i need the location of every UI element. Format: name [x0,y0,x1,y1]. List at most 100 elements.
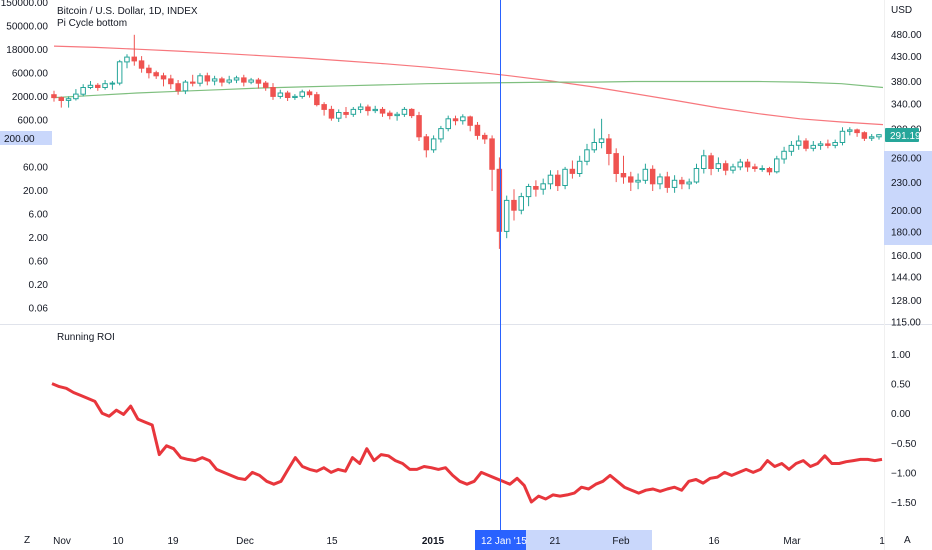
candle-body [160,75,167,80]
left-axis-ticks: 150000.00 50000.00 18000.00 6000.00 2000.00 6… [1,0,49,315]
candle-body [482,134,488,140]
roi-axis-tick-label: 0.50 [891,380,911,391]
candle-body [153,72,159,77]
currency-label: USD [891,5,912,16]
x-axis-tick-label: 1 [879,536,885,547]
candle-body [547,174,554,185]
candle-body [620,173,627,178]
candle-body [204,75,211,82]
candle-body [876,134,882,138]
candle-body [138,60,145,69]
candle-body [292,95,298,99]
pi-cycle-line [53,45,884,126]
candle-body [109,82,116,85]
candle-body [701,155,707,170]
right-axis-tick-label: 160.00 [891,251,922,262]
crosshair-date-badge-bg [475,530,526,550]
roi-axis-tick-label: 0.00 [891,409,911,420]
candle-body [190,81,196,84]
candle-body [708,155,714,170]
candle-body [555,174,561,187]
x-axis-tick-label: Dec [236,536,254,547]
candle-body [401,108,408,115]
candle-body [854,129,860,134]
candle-body [562,168,568,187]
candle-body [847,129,853,132]
candle-body [314,94,320,106]
right-axis-tick-label: 115.00 [891,318,921,329]
candle-body [182,81,189,92]
candle-body [58,97,64,101]
left-axis-tick-label: 600.00 [17,116,48,127]
candle-body [788,144,795,152]
candle-body [803,140,809,149]
roi-axis-tick-label: −1.00 [891,468,917,479]
right-axis-tick-label: 200.00 [891,206,922,217]
candle-body [379,108,386,114]
log-scale-toggle[interactable]: Z [24,535,30,546]
candle-body [460,116,466,122]
candle-body [306,91,313,96]
auto-scale-toggle[interactable]: A [904,535,911,546]
candle-body [496,168,503,232]
candle-body [503,199,510,232]
candle-body [416,115,422,138]
candle-body [715,163,722,169]
candle-body [686,181,692,185]
candle-body [438,128,444,140]
candle-body [781,150,787,160]
x-axis-tick-label: 2015 [422,536,445,547]
roi-axis-tick-label: 1.00 [891,350,911,361]
candle-body [102,83,108,88]
pi-cycle-lines [53,45,884,126]
left-axis-tick-label: 20.00 [23,186,48,197]
candle-body [321,104,327,110]
candle-body [774,158,780,173]
left-axis-tick-label: 6.00 [29,210,49,221]
candle-body [511,199,517,211]
candle-body [766,168,773,173]
right-axis-ticks: 480.00430.00380.00340.00300.00260.00230.… [891,30,922,329]
right-axis-highlight [884,151,932,245]
candle-body [116,61,123,84]
roi-axis-tick-label: −1.50 [891,498,917,509]
x-axis-tick-label: Mar [783,536,801,547]
candle-body [219,78,225,83]
right-axis-tick-label: 230.00 [891,178,922,189]
candle-body [365,106,371,112]
candle-body [73,93,79,100]
candle-body [80,87,86,95]
candle-body [87,84,94,89]
candle-body [51,94,57,99]
candle-body [489,138,495,170]
roi-axis-tick-label: −0.50 [891,439,917,450]
candle-body [518,196,524,211]
candle-body [248,79,254,83]
right-axis-tick-label: 480.00 [891,30,922,41]
candle-body [95,84,101,89]
candle-body [752,166,758,169]
running-roi-series [51,382,883,504]
candle-body [584,149,590,162]
candle-body [197,75,203,84]
candle-body [730,166,736,171]
roi-pane-title: Running ROI [57,332,115,343]
candle-body [722,163,729,171]
last-price-badge-bg [885,128,919,142]
candle-body [671,179,678,188]
right-axis-tick-label: 430.00 [891,52,922,63]
candle-body [649,168,656,185]
last-price-badge: 291.19 [890,131,921,142]
candle-body [423,136,430,151]
right-axis-tick-label: 380.00 [891,77,922,88]
candle-body [642,168,649,181]
candle-body [372,108,378,112]
candle-body [613,153,619,175]
candle-body [825,143,831,146]
candle-body [861,132,868,139]
candle-body [241,77,247,83]
left-axis-price-marker-bg [0,131,52,145]
x-axis-tick-label: 16 [708,536,720,547]
roi-axis-ticks: 1.00 0.50 0.00 −0.50 −1.00 −1.50 [891,350,917,509]
